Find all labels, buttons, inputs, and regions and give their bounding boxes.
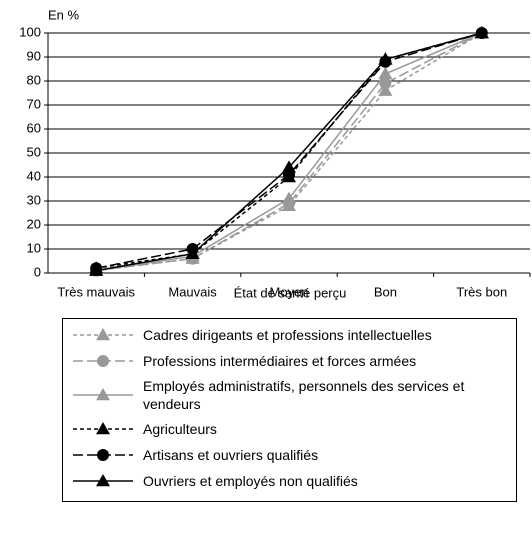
x-tick-label: Très bon <box>456 284 507 299</box>
legend-label: Cadres dirigeants et professions intelle… <box>143 327 432 343</box>
series-line <box>96 32 483 269</box>
y-tick-label: 30 <box>27 192 41 207</box>
legend-entry: Professions intermédiaires et forces arm… <box>63 351 516 371</box>
legend-entry: Artisans et ouvriers qualifiés <box>63 445 516 465</box>
legend-label: Agriculteurs <box>143 421 217 437</box>
marker <box>96 422 110 435</box>
legend-entry: Cadres dirigeants et professions intelle… <box>63 325 516 345</box>
marker <box>97 449 109 461</box>
legend-label: Professions intermédiaires et forces arm… <box>143 353 417 369</box>
y-tick-label: 20 <box>27 216 41 231</box>
series-line <box>96 32 483 272</box>
y-tick-label: 100 <box>19 24 41 39</box>
marker <box>96 328 110 341</box>
y-tick-label: 50 <box>27 144 41 159</box>
x-tick-label: Très mauvais <box>57 284 135 299</box>
legend-entry: Employés administratifs, personnels des … <box>63 377 516 413</box>
legend-label: Artisans et ouvriers qualifiés <box>143 447 319 463</box>
x-tick-label: Bon <box>374 284 397 299</box>
legend-symbol <box>73 474 133 487</box>
legend-label: Ouvriers et employés non qualifiés <box>143 473 358 489</box>
x-tick-label: Moyen <box>269 284 308 299</box>
y-tick-label: 70 <box>27 96 41 111</box>
y-tick-label: 0 <box>34 264 41 279</box>
marker <box>89 263 104 276</box>
x-axis-label: État de santé perçu <box>234 285 347 300</box>
marker <box>378 66 393 80</box>
marker <box>378 52 393 65</box>
marker <box>378 83 393 96</box>
marker <box>282 191 296 204</box>
legend: Cadres dirigeants et professions intelle… <box>62 318 517 502</box>
legend-label: Employés administratifs, personnels des … <box>143 378 465 412</box>
marker <box>185 246 200 260</box>
series-line <box>96 32 483 272</box>
marker <box>97 355 109 367</box>
marker <box>379 77 392 90</box>
marker <box>282 160 296 173</box>
marker <box>96 474 110 487</box>
y-tick-label: 10 <box>27 240 41 255</box>
legend-entry: Ouvriers et employés non qualifiés <box>63 471 516 491</box>
series-line <box>96 32 483 272</box>
marker <box>96 388 110 401</box>
x-tick-label: Mauvais <box>168 284 217 299</box>
chart: En % État de santé perçu 0 10 20 30 40 50 60 70… <box>19 7 531 300</box>
y-tick-label: 40 <box>27 168 41 183</box>
y-tick-label: 90 <box>27 48 41 63</box>
legend-symbol <box>73 388 133 401</box>
marker <box>474 26 489 39</box>
legend-entry: Agriculteurs <box>63 419 516 439</box>
legend-symbol <box>73 422 133 435</box>
legend-symbol <box>73 449 133 461</box>
legend-symbol <box>73 355 133 367</box>
series-line <box>96 32 482 272</box>
legend-symbol <box>73 328 133 341</box>
y-tick-label: 60 <box>27 120 41 135</box>
y-axis-label: En % <box>48 7 80 22</box>
y-tick-label: 80 <box>27 72 41 87</box>
